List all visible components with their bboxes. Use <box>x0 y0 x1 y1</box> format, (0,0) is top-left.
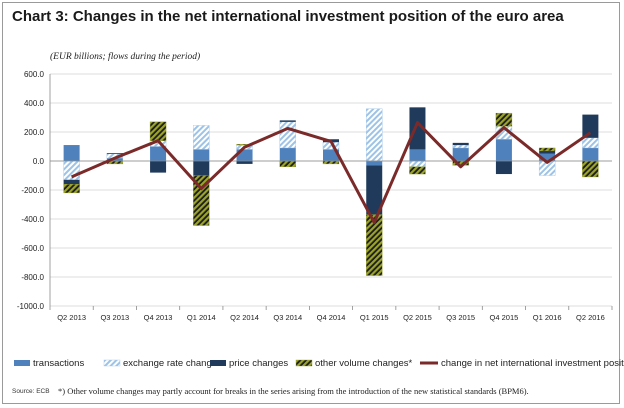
bar-price-changes <box>150 161 167 173</box>
bar-price-changes <box>452 142 469 146</box>
source-note: Source: ECB <box>12 388 50 395</box>
bar-exchange-rate-changes <box>409 160 426 168</box>
x-tick-label: Q4 2014 <box>317 313 346 322</box>
x-tick-label: Q3 2013 <box>100 313 129 322</box>
bar-transactions <box>366 161 383 166</box>
bar-transactions <box>452 147 469 161</box>
bar-transactions <box>236 149 253 161</box>
net-iip-line <box>71 121 592 225</box>
bar-other-volume-changes <box>409 166 426 175</box>
x-tick-label: Q3 2015 <box>446 313 475 322</box>
bar-exchange-rate-changes <box>63 160 80 181</box>
bar-other-volume-changes <box>495 112 513 127</box>
legend-label: transactions <box>33 358 84 369</box>
x-tick-label: Q1 2014 <box>187 313 216 322</box>
bar-exchange-rate-changes <box>582 137 599 149</box>
footnote: *) Other volume changes may partly accou… <box>58 386 529 396</box>
bar-price-changes <box>582 114 599 138</box>
legend-swatch <box>103 359 121 367</box>
y-tick-label: -800.0 <box>21 273 44 282</box>
bar-transactions <box>323 149 339 161</box>
x-tick-label: Q2 2015 <box>403 313 432 322</box>
y-axis-ticks: 600.0 400.0 200.0 0.0 -200.0 -400.0 -600.0 -800… <box>17 70 45 311</box>
chart-frame <box>2 2 620 404</box>
x-tick-label: Q4 2013 <box>144 313 173 322</box>
bar-price-changes <box>495 161 512 175</box>
y-tick-label: 0.0 <box>33 157 45 166</box>
bar-price-changes <box>539 150 556 154</box>
y-tick-label: -200.0 <box>21 186 44 195</box>
x-tick-label: Q2 2016 <box>576 313 605 322</box>
y-tick-label: 400.0 <box>24 99 45 108</box>
bar-other-volume-changes <box>366 214 383 276</box>
chart-subtitle: (EUR billions; flows during the period) <box>50 52 201 62</box>
legend-swatch <box>14 360 30 366</box>
bar-transactions <box>193 149 210 161</box>
bar-exchange-rate-changes <box>452 144 469 149</box>
bar-price-changes <box>193 161 210 176</box>
legend-label: price changes <box>229 358 288 369</box>
bar-other-volume-changes <box>538 147 556 152</box>
y-tick-label: 600.0 <box>24 70 45 79</box>
bars <box>63 107 599 276</box>
bar-transactions <box>582 147 599 161</box>
bar-exchange-rate-changes <box>366 108 383 162</box>
x-tick-label: Q2 2013 <box>57 313 86 322</box>
x-tick-label: Q1 2016 <box>533 313 562 322</box>
y-tick-label: -600.0 <box>21 244 44 253</box>
bar-price-changes <box>236 161 253 164</box>
bar-price-changes <box>409 107 426 150</box>
y-tick-label: 200.0 <box>24 128 45 137</box>
legend-swatch <box>295 359 313 367</box>
bar-transactions <box>539 153 556 161</box>
gridlines <box>50 73 612 307</box>
x-tick-label: Q4 2015 <box>490 313 519 322</box>
bar-transactions <box>150 146 167 161</box>
bar-price-changes <box>106 153 123 154</box>
bar-price-changes <box>63 179 80 185</box>
x-tick-label: Q3 2014 <box>273 313 302 322</box>
bar-other-volume-changes <box>193 175 210 226</box>
bar-other-volume-changes <box>149 121 167 141</box>
bar-price-changes <box>279 120 296 122</box>
legend-swatch <box>210 360 226 366</box>
bar-other-volume-changes <box>322 160 340 165</box>
bar-other-volume-changes <box>63 183 80 194</box>
bar-transactions <box>495 139 512 161</box>
x-tick-label: Q2 2014 <box>230 313 259 322</box>
legend-label: change in net international investment p… <box>441 358 624 369</box>
bar-price-changes <box>366 165 383 215</box>
y-tick-label: -1000.0 <box>17 302 45 311</box>
x-tick-label: Q1 2015 <box>360 313 389 322</box>
legend-label: other volume changes* <box>315 358 412 369</box>
bar-exchange-rate-changes <box>279 121 296 149</box>
legend: transactions exchange rate changes price c… <box>14 358 624 369</box>
chart-title: Chart 3: Changes in the net internationa… <box>12 8 564 25</box>
bar-transactions <box>63 145 80 161</box>
bar-transactions <box>279 147 296 161</box>
bar-other-volume-changes <box>582 160 599 178</box>
bar-other-volume-changes <box>279 160 296 168</box>
legend-label: exchange rate changes <box>123 358 222 369</box>
bar-exchange-rate-changes <box>193 125 210 150</box>
x-axis <box>49 74 613 310</box>
bar-transactions <box>409 149 426 161</box>
y-tick-label: -400.0 <box>21 215 44 224</box>
x-axis-ticks: Q2 2013 Q3 2013 Q4 2013 Q1 2014 Q2 2014 Q3 20… <box>57 313 605 322</box>
line-net-iip <box>71 121 592 225</box>
